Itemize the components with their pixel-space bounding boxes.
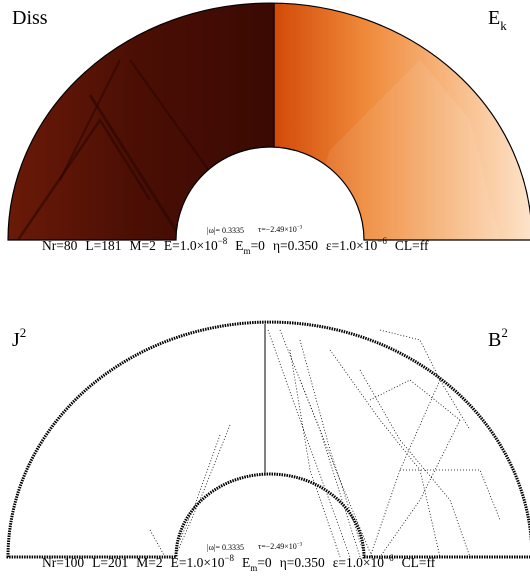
right-label-base: B bbox=[488, 329, 501, 351]
param: M=2 bbox=[129, 238, 155, 253]
em-rest: =0 bbox=[251, 238, 266, 253]
right-label-base: E bbox=[488, 7, 500, 29]
em-sub: m bbox=[244, 246, 251, 256]
caption: Nr=100 L=201 M=2 E=1.0×10−8 Em=0 η=0.350 ε=1.0… bbox=[42, 553, 436, 573]
cl: CL=ff bbox=[395, 238, 429, 253]
tau: τ=−2.49×10−3 bbox=[258, 541, 303, 551]
outline bbox=[8, 322, 530, 557]
em: E bbox=[242, 555, 250, 570]
ekman-sup: −8 bbox=[218, 236, 228, 246]
tau-sup: −3 bbox=[297, 541, 303, 547]
left-label-base: J bbox=[12, 329, 20, 351]
eta: η=0.350 bbox=[280, 555, 325, 570]
tau: τ=−2.49×10−3 bbox=[258, 224, 303, 234]
left-label-sup: 2 bbox=[20, 325, 27, 340]
figure: DissEk|ω|= 0.3335τ=−2.49×10−3Nr=80L=181M… bbox=[0, 0, 530, 579]
tau-sup: −3 bbox=[297, 224, 303, 230]
caption: Nr=80 L=181 M=2 E=1.0×10−8 Em=0 η=0.350 ε=1.0×… bbox=[42, 236, 429, 256]
right-label: Ek bbox=[488, 7, 507, 33]
param: Nr=80 bbox=[42, 238, 78, 253]
omega: |ω|= 0.3335 bbox=[207, 543, 244, 552]
param: M=2 bbox=[136, 555, 162, 570]
left-label: Diss bbox=[12, 7, 48, 29]
tau-base: τ=−2.49×10 bbox=[258, 225, 297, 234]
eta: η=0.350 bbox=[273, 238, 318, 253]
eps: ε=1.0×10 bbox=[333, 555, 385, 570]
omega: |ω|= 0.3335 bbox=[207, 226, 244, 235]
eps-sup: −6 bbox=[384, 553, 394, 563]
ekman: E=1.0×10 bbox=[171, 555, 225, 570]
panel: Diss Ek |ω|= 0.3335 τ=−2.49×10−3 Nr=80 L=181 M… bbox=[8, 0, 530, 256]
right-label: B2 bbox=[488, 325, 508, 351]
em-rest: =0 bbox=[257, 555, 272, 570]
em: E bbox=[235, 238, 243, 253]
param: L=201 bbox=[92, 555, 128, 570]
dissipation-map bbox=[8, 0, 274, 240]
cl: CL=ff bbox=[402, 555, 436, 570]
em-sub: m bbox=[250, 563, 257, 573]
param: Nr=100 bbox=[42, 555, 84, 570]
ekman: E=1.0×10 bbox=[164, 238, 218, 253]
colormap bbox=[8, 0, 530, 240]
tau-base: τ=−2.49×10 bbox=[258, 542, 297, 551]
right-label-sub: k bbox=[500, 18, 507, 33]
param: L=181 bbox=[85, 238, 121, 253]
right-label-sup: 2 bbox=[501, 325, 508, 340]
eps-sup: −6 bbox=[377, 236, 387, 246]
left-label: J2 bbox=[12, 325, 26, 351]
ekman-sup: −8 bbox=[224, 553, 234, 563]
eps: ε=1.0×10 bbox=[326, 238, 378, 253]
